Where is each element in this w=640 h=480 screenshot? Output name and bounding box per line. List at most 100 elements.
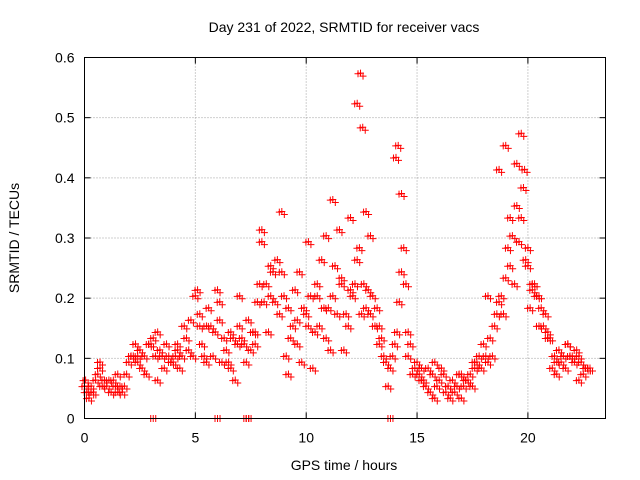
data-point — [431, 383, 439, 391]
data-point — [311, 292, 319, 300]
data-point — [572, 353, 580, 361]
data-point — [353, 244, 361, 252]
data-point — [291, 325, 299, 333]
data-point — [296, 343, 304, 351]
data-point — [263, 301, 271, 309]
data-point — [227, 334, 235, 342]
data-point — [531, 283, 539, 291]
data-point — [460, 373, 468, 381]
data-point — [386, 353, 394, 361]
data-point — [477, 340, 485, 348]
data-point — [550, 371, 558, 379]
data-point — [462, 377, 470, 385]
data-point — [526, 286, 534, 294]
data-point — [544, 313, 552, 321]
data-point — [438, 379, 446, 387]
data-point — [211, 286, 219, 294]
data-point — [325, 337, 333, 345]
data-point — [519, 256, 527, 264]
data-point — [278, 292, 286, 300]
data-point — [400, 192, 408, 200]
data-point — [346, 292, 354, 300]
data-point — [285, 355, 293, 363]
data-point — [136, 355, 144, 363]
data-point — [116, 391, 124, 399]
data-point — [559, 365, 567, 373]
data-point — [151, 328, 159, 336]
data-point — [282, 304, 290, 312]
data-point — [345, 313, 353, 321]
data-point — [399, 280, 407, 288]
data-point — [249, 340, 257, 348]
data-point — [359, 72, 367, 80]
data-point — [187, 353, 195, 361]
data-point — [520, 132, 528, 140]
data-point — [238, 325, 246, 333]
data-point — [402, 247, 410, 255]
data-point — [376, 307, 384, 315]
data-point — [156, 331, 164, 339]
data-point — [504, 144, 512, 152]
data-point — [389, 154, 397, 162]
data-point — [145, 340, 153, 348]
data-point — [196, 289, 204, 297]
y-tick-label: 0 — [67, 411, 75, 427]
data-point — [515, 162, 523, 170]
data-point — [510, 202, 518, 210]
data-point — [586, 367, 594, 375]
data-point — [572, 377, 580, 385]
data-point — [358, 247, 366, 255]
data-point — [311, 280, 319, 288]
data-point — [510, 160, 518, 168]
data-point — [395, 190, 403, 198]
data-point — [309, 328, 317, 336]
data-point — [521, 262, 529, 270]
data-point — [340, 277, 348, 285]
data-point — [255, 226, 263, 234]
data-point — [347, 325, 355, 333]
data-point — [449, 397, 457, 405]
data-point — [568, 359, 576, 367]
data-point — [387, 385, 395, 393]
data-point — [513, 238, 521, 246]
data-point — [546, 365, 554, 373]
data-point — [191, 286, 199, 294]
data-point — [521, 244, 529, 252]
data-point — [293, 268, 301, 276]
data-point — [296, 319, 304, 327]
data-point — [444, 395, 452, 403]
data-point — [271, 271, 279, 279]
data-point — [342, 322, 350, 330]
data-point — [518, 166, 526, 174]
data-point — [407, 355, 415, 363]
data-point — [129, 340, 137, 348]
data-point — [280, 271, 288, 279]
data-point — [486, 295, 494, 303]
data-point — [189, 319, 197, 327]
data-point — [488, 322, 496, 330]
data-point — [238, 295, 246, 303]
data-point — [532, 322, 540, 330]
data-point — [419, 383, 427, 391]
data-point — [122, 359, 130, 367]
data-point — [524, 304, 532, 312]
data-point — [408, 365, 416, 373]
data-point — [509, 217, 517, 225]
data-point — [116, 373, 124, 381]
data-point — [380, 359, 388, 367]
data-point — [548, 353, 556, 361]
data-point — [557, 353, 565, 361]
data-point — [267, 331, 275, 339]
data-point — [392, 142, 400, 150]
data-point — [354, 70, 362, 78]
data-point — [439, 389, 447, 397]
data-point — [500, 295, 508, 303]
data-point — [249, 328, 257, 336]
data-point — [340, 310, 348, 318]
data-point — [94, 379, 102, 387]
data-point — [482, 343, 490, 351]
data-point — [497, 310, 505, 318]
data-point — [498, 301, 506, 309]
data-point — [245, 361, 253, 369]
